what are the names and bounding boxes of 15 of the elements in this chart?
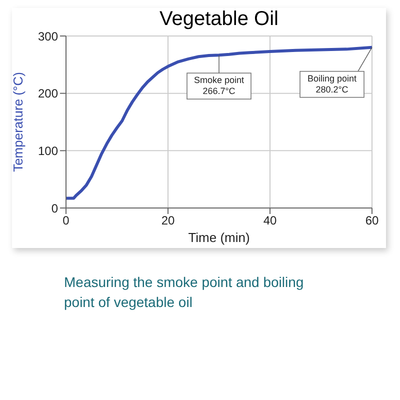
- x-tick-label: 20: [161, 214, 175, 228]
- text: Measuring the smoke point and boiling point of vegetable oil: [64, 273, 305, 312]
- y-tick-label: 0: [51, 201, 58, 216]
- y-tick-label: 100: [38, 144, 58, 158]
- y-tick-label: 200: [38, 86, 58, 101]
- annotation: Boiling point 280.2°C: [307, 73, 358, 94]
- line-series: [66, 46, 372, 200]
- y-tick-label: 300: [38, 29, 58, 44]
- y-axis-title: Temperature (°C): [10, 72, 26, 172]
- x-axis-title: Time (min): [188, 230, 250, 245]
- annotation: Smoke point 266.7°C: [194, 75, 245, 96]
- x-tick-label: 0: [62, 214, 70, 228]
- x-tick-label: 40: [263, 214, 277, 228]
- chart-title: Vegetable Oil: [158, 8, 280, 30]
- x-tick-label: 60: [365, 214, 379, 228]
